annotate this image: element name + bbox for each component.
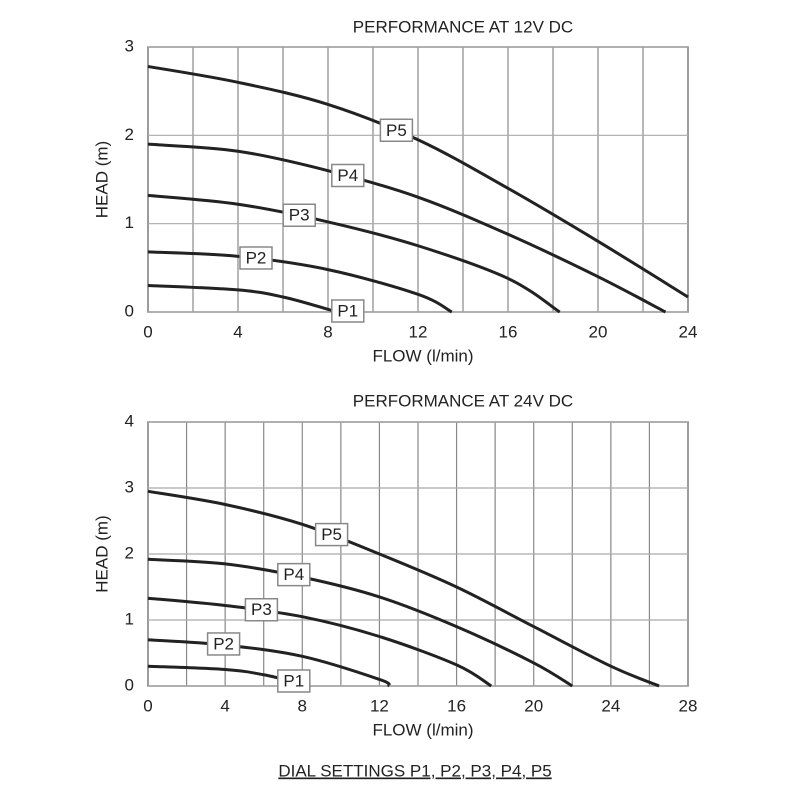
- x-tick-label: 20: [524, 696, 543, 715]
- x-tick-label: 20: [589, 322, 608, 341]
- y-axis-title: HEAD (m): [92, 141, 111, 218]
- curve: [147, 489, 660, 688]
- label-box: [277, 562, 311, 587]
- curve: [147, 596, 493, 688]
- y-tick-label: 3: [125, 477, 134, 496]
- y-tick-label: 0: [125, 675, 134, 694]
- y-tick-label: 3: [125, 36, 134, 55]
- series-label: P1: [337, 301, 358, 320]
- label-box: [277, 669, 311, 693]
- chart-title: PERFORMANCE AT 12V DC: [353, 17, 573, 36]
- curve: [147, 250, 453, 314]
- x-tick-label: 8: [298, 696, 307, 715]
- y-tick-label: 1: [125, 213, 134, 232]
- x-tick-label: 0: [143, 696, 152, 715]
- x-tick-label: 24: [679, 322, 698, 341]
- x-tick-label: 4: [233, 322, 242, 341]
- series-label: P4: [283, 565, 304, 584]
- label-box: [314, 522, 349, 547]
- series-label: P1: [283, 671, 304, 690]
- caption: DIAL SETTINGS P1, P2, P3, P4, P5: [278, 761, 551, 780]
- x-tick-label: 24: [601, 696, 620, 715]
- x-axis-title: FLOW (l/min): [372, 346, 473, 365]
- chart-title: PERFORMANCE AT 24V DC: [353, 391, 573, 410]
- x-tick-label: 0: [143, 322, 152, 341]
- label-box: [331, 299, 365, 323]
- x-tick-label: 8: [323, 322, 332, 341]
- curve: [147, 193, 561, 314]
- series-label: P3: [251, 600, 272, 619]
- series-label: P4: [337, 166, 358, 185]
- x-tick-label: 4: [220, 696, 229, 715]
- curve: [147, 64, 689, 299]
- series-label: P3: [289, 206, 310, 225]
- curve: [147, 557, 574, 688]
- y-tick-label: 2: [125, 543, 134, 562]
- label-box: [244, 598, 279, 622]
- y-tick-label: 1: [125, 609, 134, 628]
- curve: [147, 142, 667, 314]
- y-tick-label: 2: [125, 125, 134, 144]
- x-tick-label: 16: [499, 322, 518, 341]
- y-axis-title: HEAD (m): [92, 515, 111, 592]
- x-tick-label: 28: [679, 696, 698, 715]
- label-box: [282, 203, 316, 227]
- x-tick-label: 12: [370, 696, 389, 715]
- label-box: [206, 632, 241, 656]
- label-box: [379, 118, 414, 143]
- x-axis-title: FLOW (l/min): [372, 720, 473, 739]
- x-tick-label: 16: [447, 696, 466, 715]
- y-tick-label: 4: [125, 411, 134, 430]
- series-label: P2: [213, 634, 234, 653]
- series-label: P2: [246, 248, 267, 267]
- series-label: P5: [386, 121, 407, 140]
- label-box: [331, 163, 365, 188]
- curve: [147, 638, 391, 688]
- y-tick-label: 0: [125, 301, 134, 320]
- series-label: P5: [321, 525, 342, 544]
- label-box: [239, 246, 273, 270]
- x-tick-label: 12: [409, 322, 428, 341]
